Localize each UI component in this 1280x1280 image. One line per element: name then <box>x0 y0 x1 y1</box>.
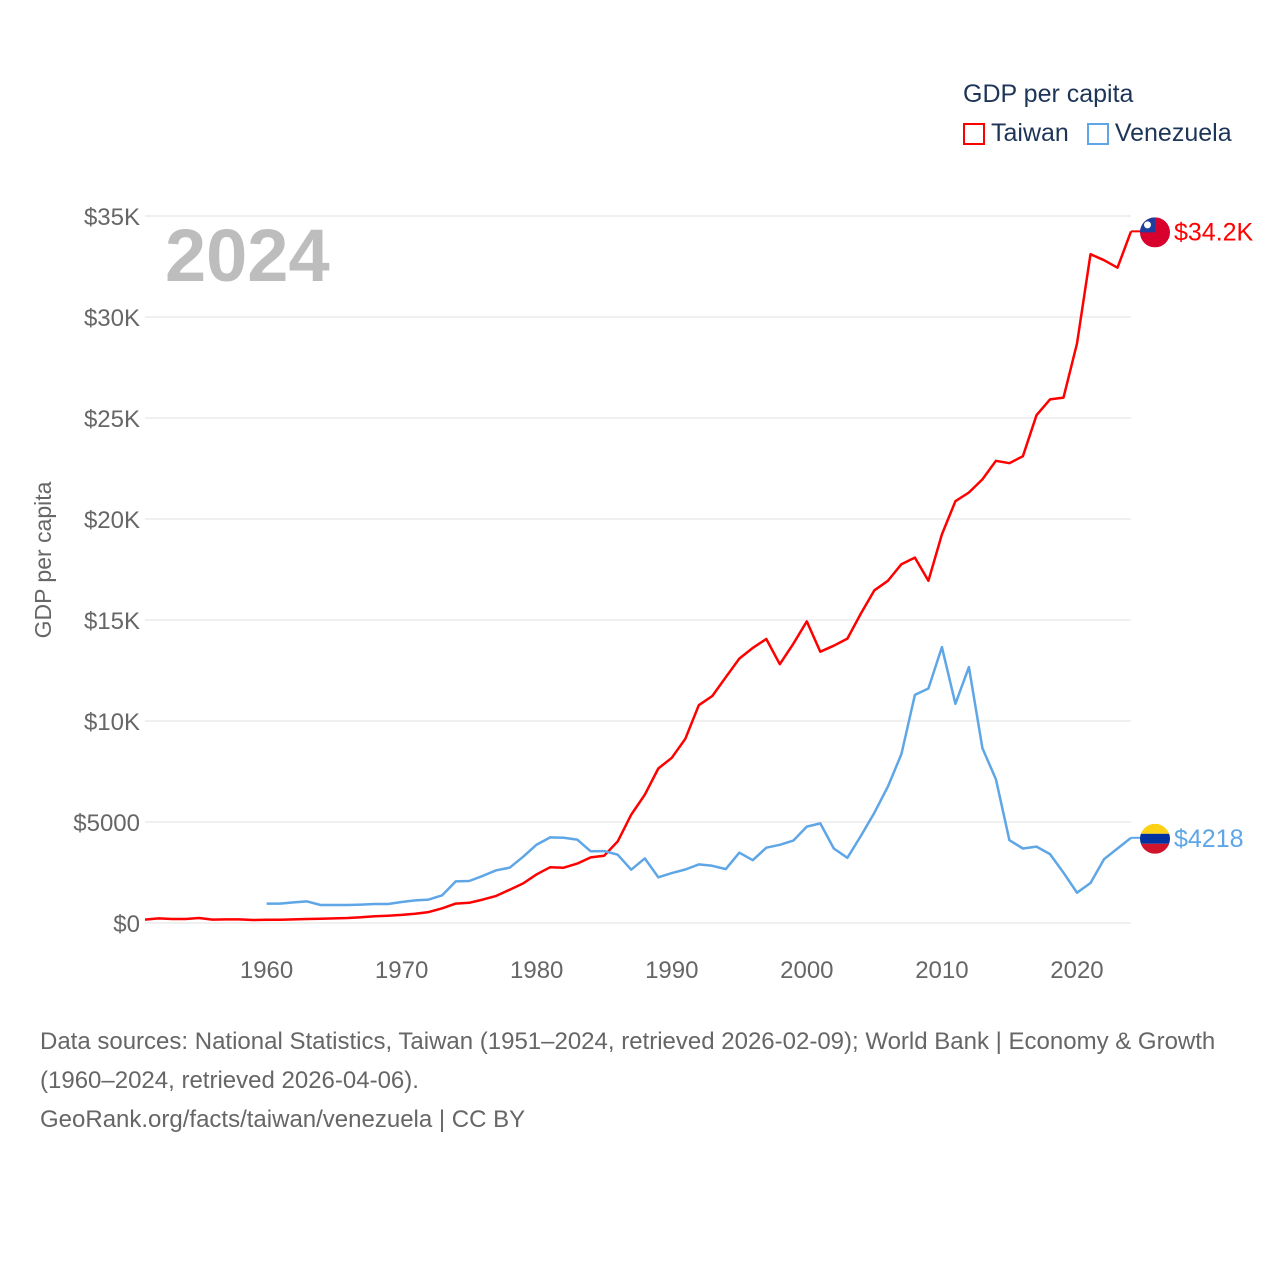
end-value-label-taiwan: $34.2K <box>1174 218 1254 246</box>
y-tick-label: $0 <box>113 911 140 938</box>
credit-link[interactable]: GeoRank.org/facts/taiwan/venezuela | CC … <box>40 1106 526 1133</box>
taiwan-swatch-icon <box>963 122 985 145</box>
y-axis-label: GDP per capita <box>30 481 56 638</box>
flag-body <box>1140 823 1170 854</box>
y-axis-ticks: $0 $5000 $10K $15K $20K $25K $30K $35K <box>73 204 140 938</box>
y-tick-label: $30K <box>84 305 140 332</box>
legend-item-venezuela[interactable]: Venezuela <box>1086 119 1232 148</box>
end-value-label-venezuela: $4218 <box>1174 825 1244 853</box>
legend-label-venezuela: Venezuela <box>1114 119 1232 147</box>
year-overlay: 2024 <box>165 214 330 297</box>
series-line-venezuela <box>266 645 1132 907</box>
x-tick-label: 2020 <box>1050 957 1103 984</box>
y-tick-label: $25K <box>84 406 140 433</box>
legend: GDP per capita Taiwan Venezuela <box>963 80 1232 148</box>
flag-red <box>1140 843 1170 854</box>
gridlines <box>145 215 1131 924</box>
series-end-labels: $34.2K $4218 <box>1131 217 1254 854</box>
flag-blue <box>1140 833 1170 844</box>
y-tick-label: $35K <box>84 204 140 231</box>
data-sources: Data sources: National Statistics, Taiwa… <box>40 1028 1216 1094</box>
flag-body <box>1140 217 1170 248</box>
y-tick-label: $10K <box>84 709 140 736</box>
y-tick-label: $20K <box>84 507 140 534</box>
legend-title: GDP per capita <box>963 80 1134 108</box>
y-tick-label: $15K <box>84 608 140 635</box>
footer: Data sources: National Statistics, Taiwa… <box>40 1022 1240 1139</box>
series-line-taiwan <box>144 230 1133 922</box>
taiwan-flag-icon <box>1140 217 1170 248</box>
x-tick-label: 1980 <box>510 957 563 984</box>
series-lines <box>144 230 1133 922</box>
x-tick-label: 1960 <box>240 957 293 984</box>
venezuela-flag-icon <box>1140 823 1170 854</box>
x-tick-label: 1970 <box>375 957 428 984</box>
legend-label-taiwan: Taiwan <box>991 119 1069 147</box>
x-axis-ticks: 1960 1970 1980 1990 2000 2010 2020 <box>240 957 1104 984</box>
x-tick-label: 2010 <box>915 957 968 984</box>
venezuela-swatch-icon <box>1086 122 1109 145</box>
legend-item-taiwan[interactable]: Taiwan <box>963 119 1069 148</box>
flag-sun <box>1144 221 1151 229</box>
x-tick-label: 2000 <box>780 957 833 984</box>
flag-yellow <box>1140 823 1170 834</box>
y-tick-label: $5000 <box>73 810 140 837</box>
x-tick-label: 1990 <box>645 957 698 984</box>
